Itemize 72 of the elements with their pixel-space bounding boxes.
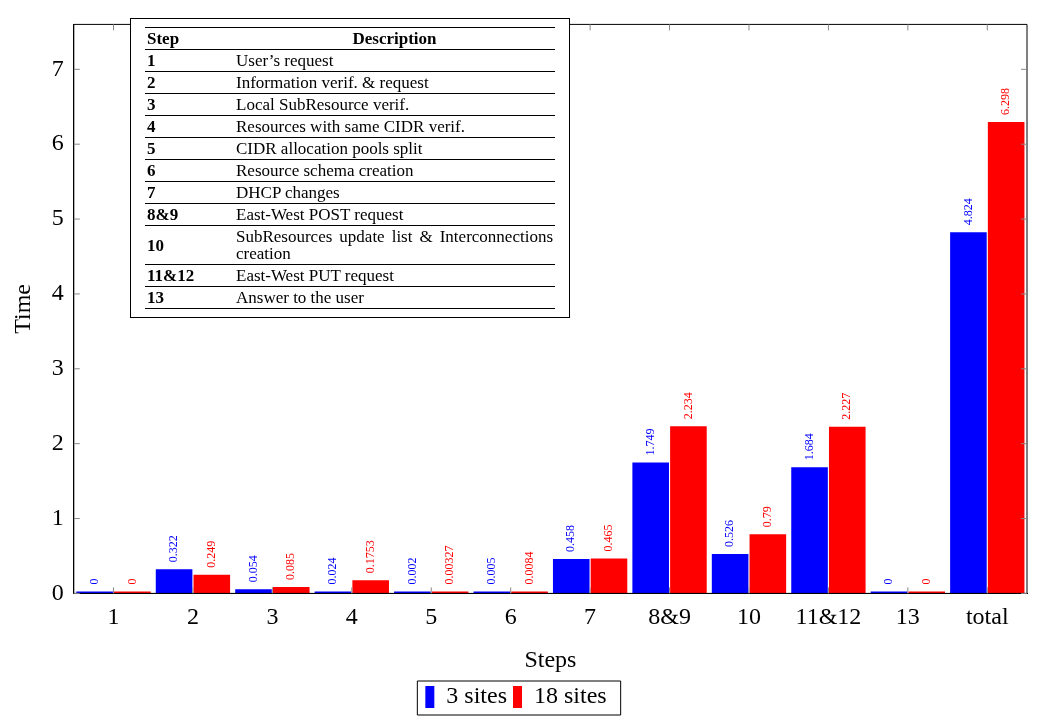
data-label: 2.227: [839, 392, 854, 420]
annotation: Description: [234, 27, 555, 50]
annotation: SubResources update list & Interconnections creation: [234, 225, 555, 265]
x-axis-title: Steps: [524, 645, 577, 672]
x-tick-label: 8&9: [648, 603, 691, 630]
annotation: 13: [145, 286, 234, 309]
y-axis-title: Time: [8, 283, 35, 334]
data-label: 0.249: [203, 540, 218, 568]
annotation: 1: [145, 49, 234, 72]
data-label: 0.526: [722, 520, 737, 548]
annotation: Step: [145, 27, 234, 50]
y-tick-label: 5: [51, 204, 64, 231]
y-tick-label: 1: [51, 503, 64, 530]
data-label: 0: [124, 578, 139, 585]
annotation: 6: [145, 159, 234, 182]
y-tick-label: 3: [51, 354, 64, 381]
annotation: 8&9: [145, 203, 234, 226]
data-label: 0.0084: [521, 551, 536, 585]
annotation: Resource schema creation: [234, 159, 555, 182]
annotation: 7: [145, 181, 234, 204]
y-tick-label: 4: [51, 279, 64, 306]
y-tick-label: 2: [51, 428, 64, 455]
annotation: East-West PUT request: [234, 264, 555, 287]
data-label: 0: [881, 578, 896, 585]
annotation: 2: [145, 71, 234, 94]
x-tick-label: 2: [186, 603, 199, 630]
x-tick-label: 10: [736, 603, 761, 630]
x-tick-label: 3: [266, 603, 279, 630]
annotation: Information verif. & request: [234, 71, 555, 94]
annotation: CIDR allocation pools split: [234, 137, 555, 160]
annotation: Answer to the user: [234, 286, 555, 309]
annotation: Resources with same CIDR verif.: [234, 115, 555, 138]
x-tick-label: 11&12: [795, 603, 862, 630]
annotation: Local SubResource verif.: [234, 93, 555, 116]
data-label: 1.749: [642, 428, 657, 456]
y-tick-label: 0: [51, 578, 64, 605]
x-tick-label: total: [965, 603, 1009, 630]
data-label: 0.1753: [362, 540, 377, 574]
x-tick-label: 7: [584, 603, 597, 630]
data-label: 0.79: [760, 506, 775, 528]
data-label: 2.234: [680, 392, 695, 420]
annotation: DHCP changes: [234, 181, 555, 204]
data-label: 0.005: [483, 557, 498, 585]
legend-label: 18 sites: [534, 682, 607, 709]
data-label: 4.824: [960, 198, 975, 226]
annotation: 11&12: [145, 264, 234, 287]
data-label: 0.054: [245, 555, 260, 583]
data-label: 0.465: [601, 524, 616, 552]
annotation: East-West POST request: [234, 203, 555, 226]
data-label: 0.322: [166, 535, 181, 563]
x-tick-label: 6: [504, 603, 517, 630]
annotation: 4: [145, 115, 234, 138]
annotation: 3: [145, 93, 234, 116]
x-tick-label: 1: [107, 603, 120, 630]
data-label: 0.458: [563, 525, 578, 553]
data-label: 0.024: [325, 557, 340, 585]
data-label: 0: [918, 578, 933, 585]
data-label: 1.684: [801, 433, 816, 461]
x-tick-label: 13: [895, 603, 920, 630]
annotation: 5: [145, 137, 234, 160]
legend-label: 3 sites: [446, 682, 507, 709]
annotation: 10: [145, 225, 234, 265]
data-label: 6.298: [998, 87, 1013, 115]
x-tick-label: 4: [345, 603, 358, 630]
data-label: 0: [86, 578, 101, 585]
data-label: 0.002: [404, 557, 419, 585]
data-label: 0.00327: [442, 545, 457, 585]
y-tick-label: 7: [51, 54, 64, 81]
annotation: User’s request: [234, 49, 555, 72]
x-tick-label: 5: [425, 603, 438, 630]
y-tick-label: 6: [51, 129, 64, 156]
data-label: 0.085: [283, 553, 298, 581]
